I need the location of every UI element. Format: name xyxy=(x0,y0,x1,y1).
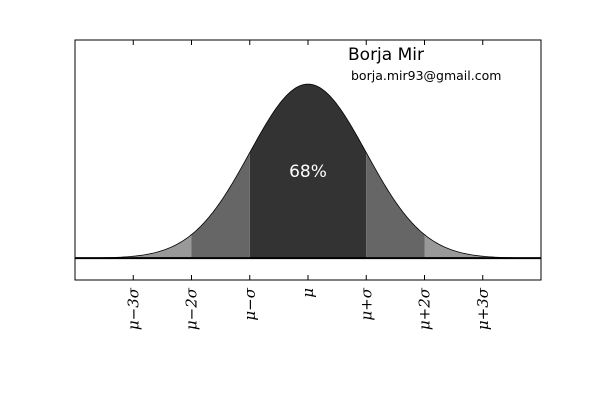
x-tick-label: μ xyxy=(299,288,317,298)
x-tick-label: μ−2σ xyxy=(183,287,201,330)
bell-curve-line xyxy=(75,83,541,259)
x-tick-label: μ+σ xyxy=(357,287,375,320)
band-4 xyxy=(424,234,483,259)
x-tick-label: μ−3σ xyxy=(124,287,142,330)
center-percentage-label: 68% xyxy=(289,162,327,182)
author-name: Borja Mir xyxy=(348,45,424,65)
x-tick-label: μ−σ xyxy=(241,287,259,320)
x-tick-label: μ+2σ xyxy=(416,287,434,330)
author-email: borja.mir93@gmail.com xyxy=(351,68,501,83)
plot-area xyxy=(75,83,541,260)
x-axis-ticks: μ−3σ μ−2σ μ−σ μ μ+σ μ+2σ μ+3σ xyxy=(124,40,492,330)
x-tick-label: μ+3σ xyxy=(474,287,492,330)
band-0 xyxy=(249,84,367,259)
band-3 xyxy=(133,234,192,259)
